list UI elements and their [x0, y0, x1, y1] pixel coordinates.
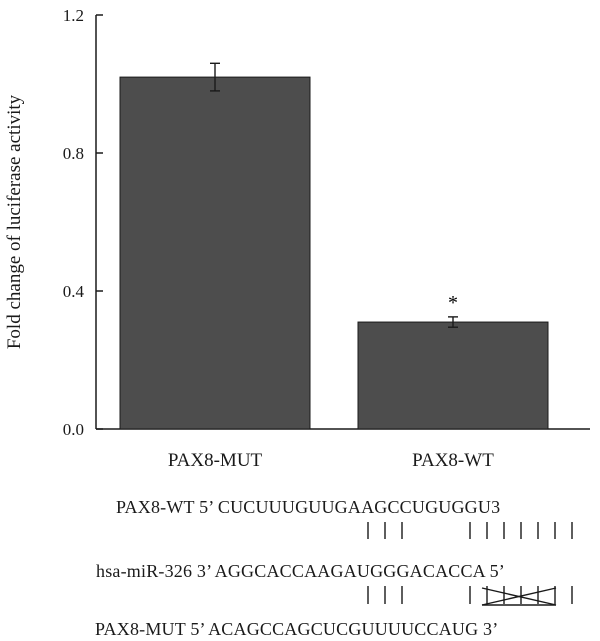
x-tick-labels: PAX8-MUT PAX8-WT	[168, 450, 494, 471]
bar-pax8-mut	[119, 76, 311, 430]
y-tick-label: 0.8	[63, 144, 84, 163]
mutation-cross-icon	[481, 587, 557, 606]
y-ticks: 0.0 0.4 0.8 1.2	[63, 6, 103, 439]
pax8-wt-sequence: PAX8-WT 5’ CUCUUUGUUGAAGCCUGUGGU3	[116, 497, 501, 517]
y-axis-title: Fold change of luciferase activity	[4, 94, 25, 349]
mirna-sequence: hsa-miR-326 3’ AGGCACCAAGAUGGGACACCA 5’	[96, 561, 505, 581]
y-tick-label: 1.2	[63, 6, 84, 25]
x-tick-label: PAX8-WT	[412, 450, 494, 471]
bar-pax8-wt	[357, 321, 549, 430]
error-bar	[210, 62, 220, 92]
pairing-marks	[367, 522, 573, 604]
x-tick-label: PAX8-MUT	[168, 450, 263, 471]
y-tick-label: 0.4	[63, 282, 85, 301]
significance-marker: *	[448, 292, 458, 314]
bars: *	[119, 62, 549, 430]
pax8-mut-sequence: PAX8-MUT 5’ ACAGCCAGCUCGUUUUCCAUG 3’	[95, 619, 499, 639]
y-tick-label: 0.0	[63, 420, 84, 439]
error-bar	[448, 316, 458, 328]
